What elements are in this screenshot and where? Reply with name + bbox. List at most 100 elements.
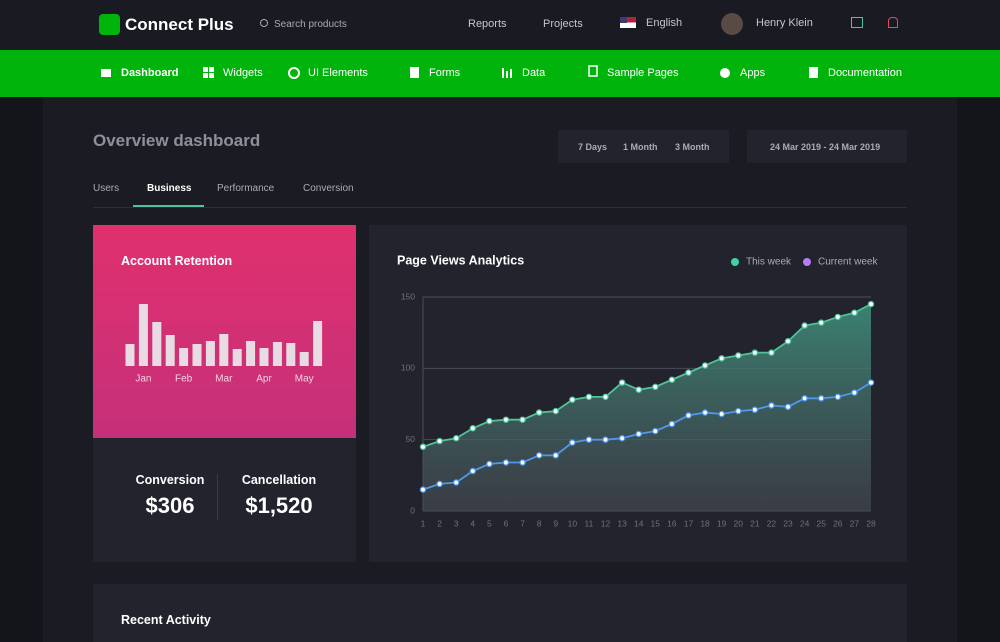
- page-title: Overview dashboard: [93, 131, 261, 150]
- point: [668, 420, 676, 428]
- bar: [165, 335, 175, 366]
- legend-label: This week: [746, 257, 792, 268]
- x-tick-label: 13: [617, 518, 627, 528]
- search-input[interactable]: Search products: [274, 19, 347, 30]
- menu-item[interactable]: UI Elements: [308, 67, 368, 79]
- point: [751, 349, 759, 356]
- bar: [299, 352, 309, 366]
- language[interactable]: English: [646, 17, 683, 29]
- menu-bar: [0, 50, 1000, 97]
- nav-link[interactable]: Reports: [468, 18, 507, 30]
- point: [718, 410, 725, 418]
- tab[interactable]: Performance: [217, 183, 275, 194]
- stat-value: $1,520: [245, 493, 313, 518]
- x-tick-label: 1: [421, 518, 426, 528]
- point: [419, 486, 427, 493]
- bar: [272, 342, 282, 366]
- date-range[interactable]: 24 Mar 2019 - 24 Mar 2019: [770, 142, 881, 152]
- menu-item[interactable]: Forms: [429, 67, 461, 79]
- x-tick-label: 26: [833, 518, 843, 528]
- menu-item[interactable]: Apps: [740, 67, 766, 79]
- point: [685, 369, 692, 376]
- point: [867, 379, 875, 386]
- menu-item[interactable]: Sample Pages: [607, 67, 679, 79]
- menu-item[interactable]: Widgets: [223, 67, 263, 79]
- x-tick-label: 7: [520, 518, 525, 528]
- date-picker[interactable]: [747, 130, 907, 163]
- point: [635, 386, 642, 393]
- tab[interactable]: Business: [147, 183, 192, 194]
- point: [519, 416, 526, 423]
- y-tick-label: 50: [406, 434, 416, 444]
- point: [817, 395, 825, 402]
- y-tick-label: 0: [410, 505, 415, 515]
- point: [718, 355, 725, 362]
- point: [569, 396, 576, 403]
- card-title: Recent Activity: [121, 613, 211, 627]
- point: [768, 349, 775, 356]
- point: [851, 389, 858, 396]
- bar: [192, 344, 202, 366]
- point: [618, 379, 626, 386]
- x-tick-label: 5: [487, 518, 492, 528]
- flag: [620, 17, 636, 28]
- x-tick-label: 27: [850, 518, 860, 528]
- nav-link[interactable]: Projects: [543, 18, 583, 30]
- stat-label: Conversion: [135, 473, 205, 487]
- point: [652, 383, 659, 391]
- point: [452, 479, 460, 486]
- point: [851, 309, 858, 316]
- stat-label: Cancellation: [241, 473, 317, 487]
- point: [801, 395, 808, 402]
- x-tick-label: Apr: [256, 374, 272, 385]
- x-tick-label: 23: [783, 518, 793, 528]
- top-bar: [0, 0, 1000, 50]
- range-button[interactable]: 1 Month: [623, 142, 658, 152]
- point: [585, 436, 593, 443]
- point: [469, 467, 477, 475]
- bar: [246, 341, 256, 366]
- point: [535, 409, 543, 416]
- user-name[interactable]: Henry Klein: [756, 17, 813, 29]
- range-button[interactable]: 3 Month: [675, 142, 710, 152]
- point: [817, 319, 825, 326]
- bar: [286, 343, 296, 366]
- point: [701, 362, 709, 369]
- avatar[interactable]: [721, 13, 743, 35]
- point: [668, 376, 676, 383]
- point: [652, 427, 659, 435]
- y-tick-label: 100: [401, 363, 415, 373]
- point: [685, 412, 692, 419]
- point: [867, 300, 875, 308]
- bell-icon[interactable]: [888, 17, 898, 28]
- point: [602, 436, 609, 443]
- bar: [152, 322, 162, 366]
- point: [701, 409, 709, 416]
- menu-item[interactable]: Dashboard: [121, 67, 179, 79]
- mail-icon[interactable]: [851, 17, 863, 28]
- recent-card: [93, 584, 907, 642]
- bar-chart: Jan Feb Mar Apr May: [125, 304, 323, 385]
- menu-item[interactable]: Data: [522, 67, 546, 79]
- point: [486, 417, 493, 425]
- bar: [125, 344, 135, 366]
- brand[interactable]: Connect Plus: [125, 15, 234, 34]
- x-tick-label: 18: [700, 518, 710, 528]
- point: [784, 403, 792, 411]
- range-button[interactable]: 7 Days: [578, 142, 608, 152]
- brand-logo[interactable]: [99, 14, 120, 35]
- x-tick-label: Jan: [135, 374, 151, 385]
- point: [502, 459, 510, 466]
- tab[interactable]: Conversion: [303, 183, 354, 194]
- menu-item[interactable]: Documentation: [828, 67, 902, 79]
- point: [419, 443, 427, 451]
- bar: [219, 334, 229, 366]
- x-tick-label: 16: [667, 518, 677, 528]
- point: [552, 407, 559, 415]
- x-tick-label: 9: [553, 518, 558, 528]
- line: [422, 303, 872, 448]
- point: [602, 393, 609, 401]
- tab[interactable]: Users: [93, 183, 120, 194]
